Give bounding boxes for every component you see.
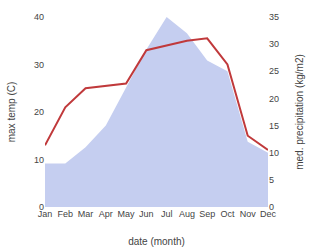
svg-text:Mar: Mar bbox=[78, 209, 94, 219]
svg-text:Jul: Jul bbox=[161, 209, 173, 219]
svg-text:0: 0 bbox=[39, 202, 44, 212]
svg-text:Jun: Jun bbox=[139, 209, 154, 219]
svg-text:30: 30 bbox=[34, 60, 44, 70]
svg-text:30: 30 bbox=[269, 39, 279, 49]
svg-text:5: 5 bbox=[269, 175, 274, 185]
svg-text:25: 25 bbox=[269, 66, 279, 76]
svg-text:Dec: Dec bbox=[260, 209, 277, 219]
svg-text:40: 40 bbox=[34, 12, 44, 22]
svg-text:20: 20 bbox=[34, 107, 44, 117]
svg-text:Sep: Sep bbox=[199, 209, 215, 219]
svg-text:10: 10 bbox=[269, 148, 279, 158]
svg-text:Aug: Aug bbox=[179, 209, 195, 219]
svg-text:Feb: Feb bbox=[58, 209, 74, 219]
svg-text:Oct: Oct bbox=[220, 209, 235, 219]
svg-text:35: 35 bbox=[269, 12, 279, 22]
svg-text:max temp (C): max temp (C) bbox=[6, 82, 17, 143]
svg-text:May: May bbox=[118, 209, 136, 219]
svg-text:15: 15 bbox=[269, 121, 279, 131]
svg-text:Apr: Apr bbox=[99, 209, 113, 219]
svg-text:Nov: Nov bbox=[240, 209, 257, 219]
svg-text:20: 20 bbox=[269, 94, 279, 104]
svg-text:0: 0 bbox=[269, 202, 274, 212]
svg-text:10: 10 bbox=[34, 155, 44, 165]
svg-text:date (month): date (month) bbox=[128, 236, 185, 247]
svg-text:Jan: Jan bbox=[38, 209, 53, 219]
svg-text:med. precipitation (kg/m2): med. precipitation (kg/m2) bbox=[294, 54, 305, 170]
